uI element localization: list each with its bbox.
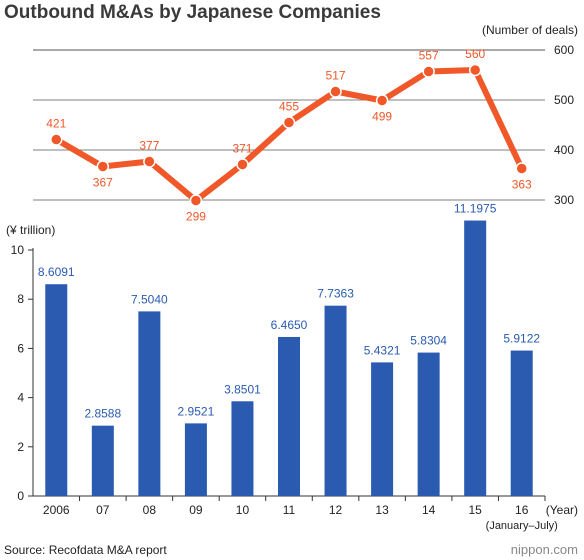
line-point — [189, 194, 203, 207]
bar-y-axis-label: (¥ trillion) — [6, 223, 55, 237]
bar-data-label: 5.9122 — [503, 332, 540, 346]
source-note: Source: Recofdata M&A report — [4, 543, 167, 557]
bar-x-category-note: (January–July) — [486, 520, 558, 532]
bar-x-tick-label: 09 — [189, 503, 203, 517]
bar-x-tick-label: 13 — [375, 503, 389, 517]
bar-x-tick-label: 07 — [96, 503, 110, 517]
line-point — [96, 160, 110, 173]
bar-x-tick-label: 16 — [515, 503, 529, 517]
bar-y-tick-label: 10 — [11, 243, 25, 257]
line-data-label: 557 — [419, 49, 439, 63]
line-series-deals — [53, 67, 525, 204]
bar — [231, 401, 254, 496]
bar — [464, 220, 487, 496]
line-data-label: 499 — [372, 110, 392, 124]
bar-x-tick-label: 10 — [236, 503, 250, 517]
bar-data-label: 5.4321 — [364, 343, 401, 357]
bar — [417, 352, 440, 496]
bar-x-tick-label: 08 — [143, 503, 157, 517]
line-point — [468, 63, 482, 77]
bar-x-tick-label: 2006 — [43, 503, 70, 517]
bar — [45, 284, 68, 496]
line-point — [329, 85, 342, 98]
bar — [510, 350, 533, 496]
bar — [184, 423, 207, 496]
line-y-tick-label: 300 — [554, 193, 574, 207]
bar — [91, 425, 114, 496]
bar-x-tick-label: 14 — [422, 503, 436, 517]
bar-x-tick-label: 11 — [283, 503, 296, 517]
bar — [278, 336, 300, 496]
bar-data-label: 3.8501 — [224, 382, 261, 396]
line-y-tick-label: 600 — [554, 43, 574, 57]
line-data-label: 455 — [279, 100, 299, 114]
bar-y-tick-label: 0 — [17, 489, 24, 503]
line-point — [236, 158, 249, 171]
line-point — [515, 162, 528, 175]
nippon-logo: nippon.com — [511, 542, 578, 557]
bar-data-label: 7.7363 — [317, 287, 354, 301]
line-y-tick-label: 400 — [554, 143, 574, 157]
bar-data-label: 2.9521 — [178, 404, 215, 418]
line-point — [50, 133, 63, 146]
line-y-tick-label: 500 — [554, 93, 574, 107]
bar — [371, 362, 394, 496]
bar-data-label: 2.8588 — [84, 407, 121, 421]
line-y-axis-label: (Number of deals) — [482, 23, 578, 37]
chart-title: Outbound M&As by Japanese Companies — [4, 2, 381, 23]
line-data-label: 371 — [232, 142, 252, 156]
bar-data-label: 11.1975 — [454, 202, 497, 216]
line-point — [422, 65, 435, 78]
bar-y-tick-label: 2 — [17, 440, 24, 454]
line-data-label: 377 — [139, 139, 159, 153]
line-chart: 300 400 500 600 (Number of deals) 421 367 377 29… — [33, 23, 578, 224]
bar-y-tick-label: 8 — [17, 292, 24, 306]
bar-data-label: 5.8304 — [410, 334, 447, 348]
bar — [324, 305, 347, 496]
line-data-label: 560 — [465, 47, 485, 61]
bar — [138, 311, 161, 496]
line-data-label: 367 — [93, 176, 113, 190]
line-data-label: 363 — [512, 178, 532, 192]
line-data-label: 517 — [326, 69, 346, 83]
bar-x-tick-label: 15 — [469, 503, 483, 517]
bar-x-tick-label: 12 — [329, 503, 343, 517]
bar-y-tick-label: 4 — [17, 391, 24, 405]
bar-data-label: 8.6091 — [38, 265, 75, 279]
line-point — [143, 155, 156, 168]
bar-data-label: 7.5040 — [131, 292, 168, 306]
line-data-label: 421 — [46, 117, 66, 131]
bar-data-label: 6.4650 — [271, 318, 308, 332]
line-point — [282, 116, 296, 129]
line-data-label: 299 — [186, 210, 206, 224]
bar-y-tick-label: 6 — [17, 341, 24, 355]
line-point — [375, 94, 389, 107]
bar-chart: 0 2 4 6 8 10 (¥ trillion) 8.6091 2006 2.8588 07 7.5… — [6, 202, 578, 532]
bar-x-axis-label: (Year) — [546, 503, 578, 517]
